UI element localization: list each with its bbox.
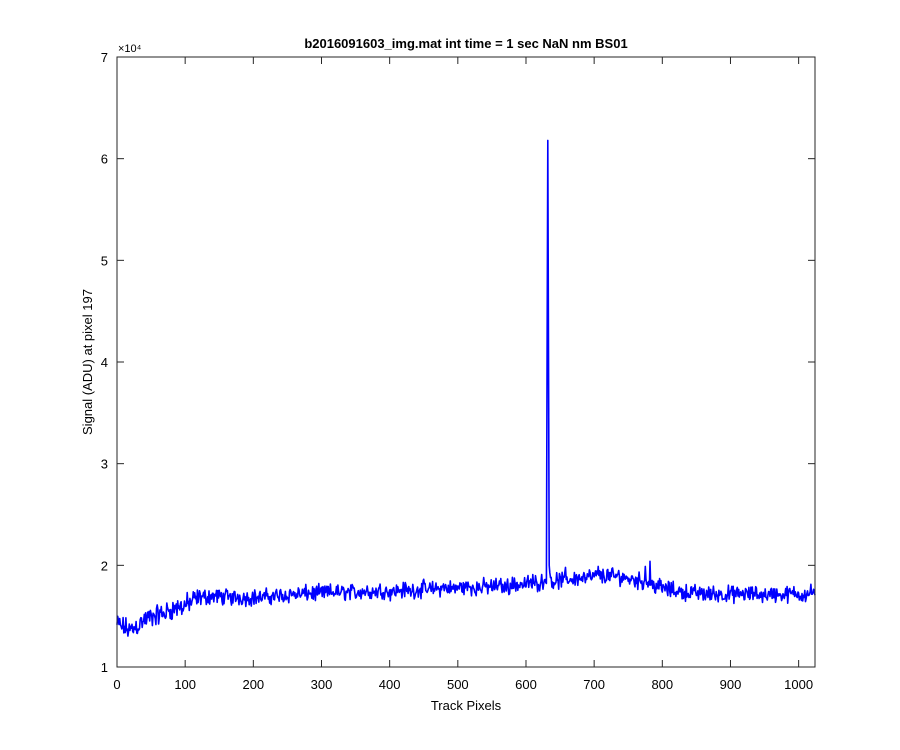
x-axis-label: Track Pixels [431,698,502,713]
y-tick-label: 4 [101,355,108,370]
signal-series-line [116,139,816,637]
x-tick-label: 900 [720,677,742,692]
plot-area [116,139,816,637]
y-tick-label: 6 [101,152,108,167]
y-axis: 1 2 3 4 5 6 7 [101,50,815,675]
x-tick-label: 100 [174,677,196,692]
x-axis: 0 100 200 300 400 500 600 700 800 900 1000 [113,57,813,692]
x-tick-label: 600 [515,677,537,692]
x-tick-label: 500 [447,677,469,692]
x-tick-label: 800 [651,677,673,692]
x-tick-label: 700 [583,677,605,692]
x-tick-label: 200 [242,677,264,692]
y-tick-label: 1 [101,660,108,675]
x-tick-label: 0 [113,677,120,692]
y-axis-label: Signal (ADU) at pixel 197 [80,289,95,435]
x-tick-label: 400 [379,677,401,692]
y-tick-label: 7 [101,50,108,65]
chart-title: b2016091603_img.mat int time = 1 sec NaN… [304,36,627,51]
y-tick-label: 3 [101,457,108,472]
y-axis-exponent-label: ×10⁴ [118,43,142,55]
x-tick-label: 1000 [784,677,813,692]
y-tick-label: 5 [101,253,108,268]
y-tick-label: 2 [101,558,108,573]
x-tick-label: 300 [311,677,333,692]
